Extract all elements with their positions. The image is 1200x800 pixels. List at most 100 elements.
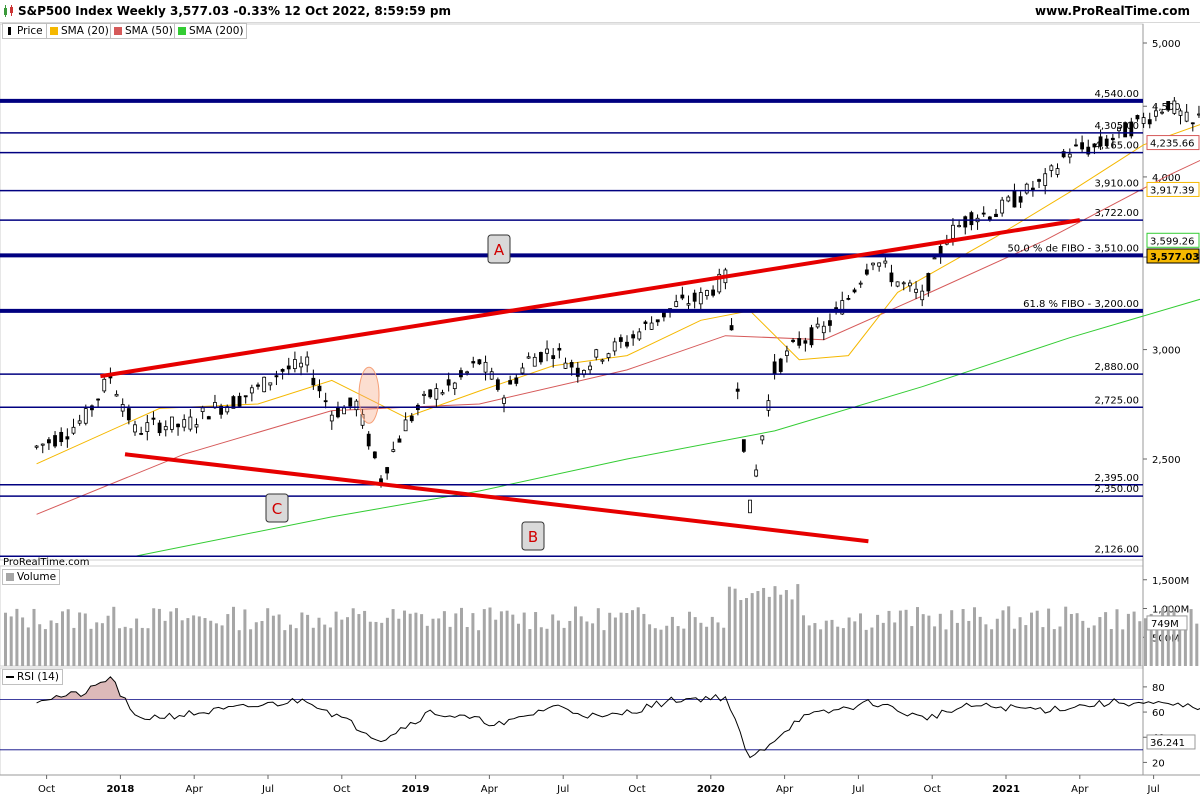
level-label: 2,126.00 [1094,544,1139,555]
price-panel [0,23,1144,561]
x-tick-label: 2021 [992,784,1020,795]
volume-bar [89,628,93,666]
volume-bar [802,615,805,666]
volume-bar [727,586,731,666]
candle-body [243,395,248,398]
candle-body [336,407,340,418]
volume-bar [659,629,663,666]
volume-bar [9,616,13,666]
level-label: 4,540.00 [1094,89,1139,100]
candle-body [1135,115,1140,120]
candle-body [698,292,703,305]
candle-body [526,356,531,359]
candle-body [47,439,51,444]
legend-sma20[interactable]: SMA (20) [46,23,113,39]
volume-bar [1030,612,1033,666]
legend-sma200[interactable]: SMA (200) [174,23,248,39]
candle-body [305,356,310,366]
candle-body [231,396,236,409]
volume-bar [676,626,680,666]
volume-bar [784,590,788,666]
legend-sma200-label: SMA (200) [189,25,244,37]
legend-price[interactable]: Price [2,23,47,39]
volume-bar [1104,612,1108,666]
candle-body [176,423,180,428]
volume-bar [613,617,617,666]
volume-bar [1041,627,1045,666]
site-link[interactable]: www.ProRealTime.com [1035,4,1190,18]
volume-bar [739,600,743,666]
candle-body [465,371,470,374]
candle-body [1024,183,1029,194]
candle-body [649,322,654,330]
annotation-label: A [494,241,505,259]
volume-bar [232,606,235,666]
volume-bar [249,629,253,666]
level-label: 2,395.00 [1094,473,1139,484]
volume-bar [266,608,270,666]
legend-volume[interactable]: Volume [2,569,61,585]
candle-body [428,389,433,398]
volume-bar [830,619,834,666]
volume-bar [385,617,389,666]
volume-ytick-label: 1,000M [1152,605,1189,616]
volume-bar [351,608,355,666]
candle-body [169,416,174,430]
sma20-swatch-icon [50,27,58,35]
candle-body [1166,101,1171,111]
volume-bar [175,608,178,666]
candle-body [545,348,549,354]
legend-rsi[interactable]: RSI (14) [2,669,63,685]
volume-bar [710,616,714,666]
rsi-last-label: 36.241 [1150,738,1185,749]
trendline-lower-red [124,452,869,544]
volume-last-label: 749M [1151,619,1179,630]
volume-bar [545,628,549,666]
candle-body [557,347,562,351]
x-tick-label: Apr [186,784,204,795]
candle-body [1197,113,1200,116]
candle-body [575,367,580,377]
volume-swatch-icon [6,573,14,581]
chart-title: S&P500 Index Weekly 3,577.03 -0.33% 12 O… [18,4,452,18]
candle-body [1080,142,1084,150]
volume-bar [471,613,475,666]
annotation-label: B [528,528,538,546]
value-tag [1146,248,1200,264]
x-tick-label: Oct [38,784,55,795]
volume-bar [853,621,857,666]
candle-body [274,375,279,378]
candle-body [729,325,734,331]
candle-body [1160,111,1164,114]
level-label: 4,305.00 [1094,121,1139,132]
candle-body [286,365,291,370]
volume-bar [579,616,583,666]
rsi-overbought-fill [36,676,131,700]
volume-bar [591,623,595,666]
candle-body [969,212,974,226]
volume-bar [984,624,988,666]
x-tick-label: 2020 [697,784,725,795]
candle-body [864,269,869,275]
level-label: 2,880.00 [1094,362,1139,373]
volume-bar [636,607,640,666]
volume-bar [1092,625,1096,666]
volume-bar [1024,625,1028,666]
candle-body [126,408,131,421]
annotation-box [487,234,511,264]
volume-bar [978,616,982,666]
candle-body [809,327,814,346]
volume-bar [750,593,754,666]
candle-body [391,449,396,452]
volume-bar [950,610,954,666]
volume-bar [955,622,959,666]
candle-body [600,359,605,362]
volume-bar [414,612,418,666]
volume-bar [254,622,258,666]
volume-bar [454,613,458,666]
legend-sma50[interactable]: SMA (50) [110,23,177,39]
volume-bar [716,622,720,666]
candle-body [477,359,482,365]
rsi-panel [0,667,1144,776]
